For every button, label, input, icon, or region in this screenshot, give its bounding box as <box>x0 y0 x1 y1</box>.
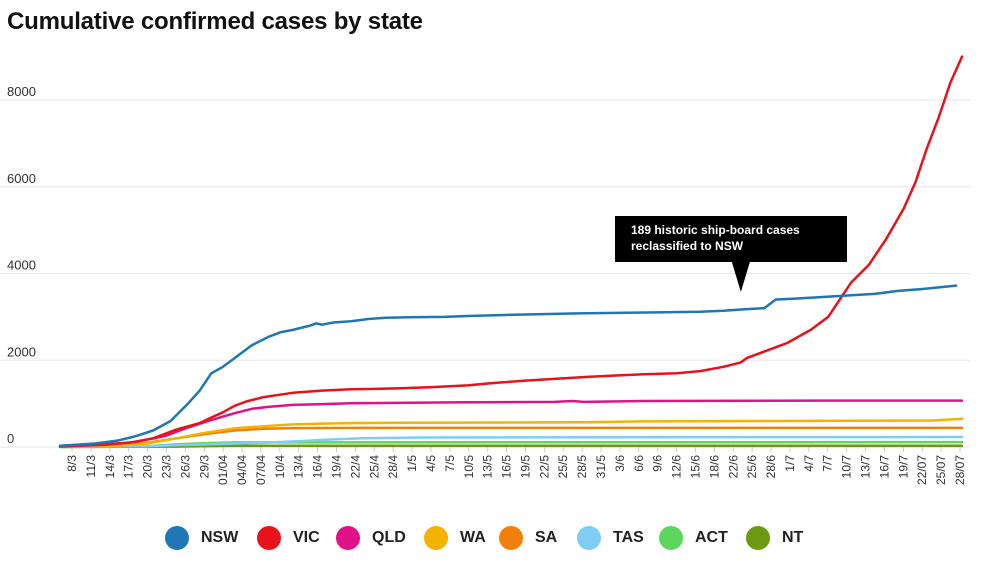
legend-item-vic[interactable]: VIC <box>257 524 320 552</box>
series-line-nsw <box>58 284 958 447</box>
x-tick-label: 16/7 <box>877 455 891 479</box>
legend-swatch-icon <box>165 526 189 550</box>
y-tick-label: 6000 <box>7 171 36 186</box>
x-tick-label: 22/4 <box>348 455 362 479</box>
legend-swatch-icon <box>424 526 448 550</box>
x-tick-label: 3/6 <box>613 455 627 472</box>
legend-swatch-icon <box>659 526 683 550</box>
x-tick-label: 22/07 <box>915 455 929 485</box>
x-tick-label: 25/6 <box>745 455 759 479</box>
x-tick-label: 28/4 <box>386 455 400 479</box>
series-lines <box>58 55 964 449</box>
legend-label: TAS <box>613 529 644 546</box>
x-tick-label: 4/7 <box>802 455 816 472</box>
legend-label: ACT <box>695 529 728 546</box>
x-tick-label: 04/04 <box>235 455 249 485</box>
line-chart: 0 2000 4000 6000 8000 8/3 11/3 14/3 17/3 20/3 23/… <box>0 55 970 485</box>
x-tick-label: 17/3 <box>122 455 136 479</box>
x-tick-label: 14/3 <box>103 455 117 479</box>
x-tick-label: 16/4 <box>311 455 325 479</box>
x-tick-label: 26/3 <box>178 455 192 479</box>
legend: NSW VIC QLD WA SA TAS ACT NT <box>0 524 982 552</box>
x-tick-label: 22/6 <box>726 455 740 479</box>
annotation-text-line-2: reclassified to NSW <box>631 239 744 253</box>
x-tick-label: 25/4 <box>367 455 381 479</box>
series-line-tas <box>58 435 964 449</box>
legend-label: NSW <box>201 529 239 546</box>
x-tick-label: 11/3 <box>84 455 98 478</box>
legend-item-qld[interactable]: QLD <box>336 524 406 552</box>
x-axis: 8/3 11/3 14/3 17/3 20/3 23/3 26/3 29/3 01/04 04/0… <box>60 446 967 485</box>
y-axis-ticks: 0 2000 4000 6000 8000 <box>7 84 36 446</box>
x-tick-label: 1/5 <box>405 455 419 472</box>
legend-swatch-icon <box>746 526 770 550</box>
legend-item-sa[interactable]: SA <box>499 524 557 552</box>
x-tick-label: 19/7 <box>896 455 910 479</box>
legend-label: SA <box>535 529 558 546</box>
x-tick-label: 4/5 <box>424 455 438 472</box>
legend-swatch-icon <box>577 526 601 550</box>
legend-label: WA <box>460 529 486 546</box>
x-tick-label: 28/07 <box>953 455 967 485</box>
x-tick-label: 10/7 <box>840 455 854 479</box>
y-tick-label: 2000 <box>7 344 36 359</box>
y-tick-label: 8000 <box>7 84 36 99</box>
legend-label: NT <box>782 529 804 546</box>
x-tick-label: 12/6 <box>670 455 684 479</box>
legend-label: QLD <box>372 529 406 546</box>
x-tick-label: 8/3 <box>65 455 79 472</box>
legend-item-tas[interactable]: TAS <box>577 524 644 552</box>
x-tick-label: 10/4 <box>273 455 287 479</box>
x-tick-label: 1/7 <box>783 455 797 472</box>
y-tick-label: 4000 <box>7 258 36 273</box>
x-tick-label: 15/6 <box>688 455 702 479</box>
y-tick-label: 0 <box>7 431 14 446</box>
legend-item-wa[interactable]: WA <box>424 524 486 552</box>
x-tick-label: 10/5 <box>462 455 476 479</box>
annotation-text-line-1: 189 historic ship-board cases <box>631 223 800 237</box>
x-tick-label: 7/5 <box>443 455 457 472</box>
x-tick-label: 31/5 <box>594 455 608 479</box>
annotation-box <box>615 216 847 292</box>
legend-swatch-icon <box>336 526 360 550</box>
x-tick-label: 7/7 <box>821 455 835 472</box>
x-tick-label: 18/6 <box>707 455 721 479</box>
annotation-callout: 189 historic ship-board cases reclassifi… <box>615 216 847 292</box>
series-line-qld <box>58 399 964 448</box>
series-line-wa <box>58 417 964 449</box>
x-tick-label: 25/5 <box>556 455 570 479</box>
x-tick-label: 13/4 <box>292 455 306 479</box>
x-tick-label: 07/04 <box>254 455 268 485</box>
legend-swatch-icon <box>257 526 281 550</box>
x-tick-label: 9/6 <box>651 455 665 472</box>
x-tick-label: 13/7 <box>859 455 873 479</box>
legend-item-nt[interactable]: NT <box>746 524 803 552</box>
x-tick-label: 29/3 <box>197 455 211 479</box>
x-tick-label: 23/3 <box>159 455 173 479</box>
x-tick-label: 19/4 <box>330 455 344 479</box>
legend-item-act[interactable]: ACT <box>659 524 728 552</box>
series-line-vic <box>58 55 964 448</box>
gridlines <box>0 99 970 448</box>
x-tick-label: 13/5 <box>481 455 495 479</box>
x-tick-label: 20/3 <box>141 455 155 479</box>
x-tick-label: 28/6 <box>764 455 778 479</box>
x-tick-label: 16/5 <box>500 455 514 479</box>
chart-title: Cumulative confirmed cases by state <box>7 8 423 35</box>
x-tick-label: 19/5 <box>518 455 532 479</box>
legend-swatch-icon <box>499 526 523 550</box>
legend-item-nsw[interactable]: NSW <box>165 524 238 552</box>
x-tick-label: 25/07 <box>934 455 948 485</box>
x-tick-label: 01/04 <box>216 455 230 485</box>
legend-label: VIC <box>293 529 320 546</box>
x-tick-label: 6/6 <box>632 455 646 472</box>
x-tick-label: 28/5 <box>575 455 589 479</box>
x-tick-label: 22/5 <box>537 455 551 479</box>
